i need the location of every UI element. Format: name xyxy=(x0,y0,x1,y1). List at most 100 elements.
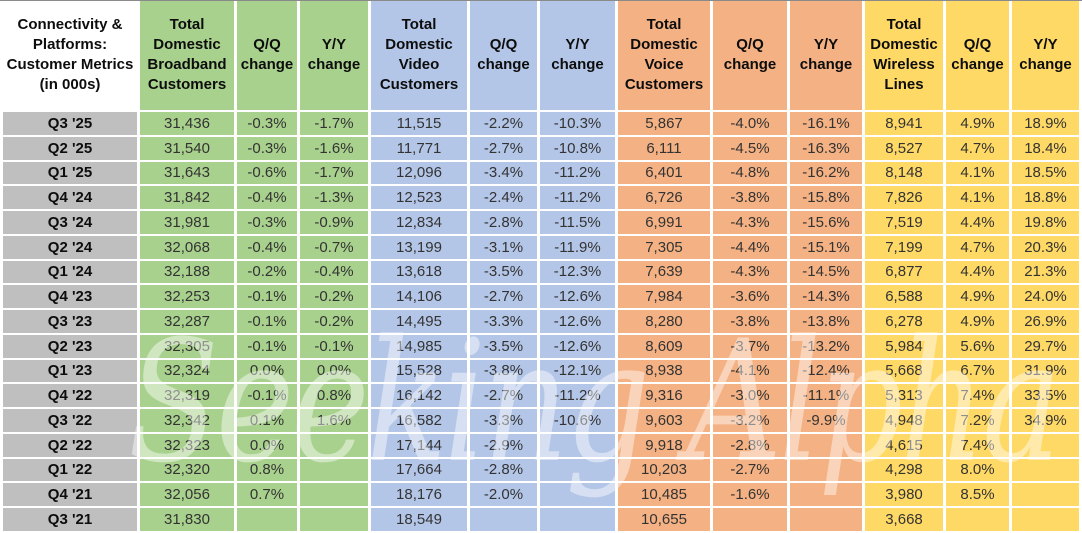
video-yy-cell: -12.1% xyxy=(540,359,618,385)
wireless-qq-cell: 4.1% xyxy=(946,186,1012,211)
voice-yy-cell: -13.2% xyxy=(790,334,865,360)
wireless-lines-cell: 7,199 xyxy=(865,235,946,261)
wireless-qq-cell: 7.2% xyxy=(946,409,1012,434)
table-row: Q3 '23 32,287 -0.1% -0.2% 14,495 -3.3% -12.6% 8… xyxy=(0,310,1082,335)
voice-qq-header: Q/Q change xyxy=(713,0,790,112)
voice-yy-cell: -11.1% xyxy=(790,384,865,409)
video-qq-cell xyxy=(470,508,540,533)
wireless-lines-cell: 6,278 xyxy=(865,310,946,335)
wireless-qq-cell: 5.6% xyxy=(946,334,1012,360)
broadband-customers-cell: 31,436 xyxy=(140,112,237,137)
broadband-qq-cell: -0.3% xyxy=(237,136,300,162)
quarter-cell: Q2 '25 xyxy=(0,136,140,162)
voice-customers-cell: 7,305 xyxy=(618,235,713,261)
broadband-customers-cell: 31,643 xyxy=(140,161,237,187)
video-customers-cell: 14,106 xyxy=(371,285,470,310)
quarter-cell: Q1 '25 xyxy=(0,161,140,187)
table-row: Q3 '25 31,436 -0.3% -1.7% 11,515 -2.2% -10.3% 5… xyxy=(0,112,1082,137)
wireless-yy-cell: 33.5% xyxy=(1012,384,1082,409)
voice-yy-cell: -16.3% xyxy=(790,136,865,162)
quarter-cell: Q2 '22 xyxy=(0,433,140,459)
video-customers-cell: 17,144 xyxy=(371,433,470,459)
voice-qq-cell: -3.8% xyxy=(713,310,790,335)
wireless-yy-cell: 34.9% xyxy=(1012,409,1082,434)
wireless-yy-cell: 21.3% xyxy=(1012,260,1082,286)
video-yy-cell: -12.6% xyxy=(540,310,618,335)
video-yy-cell: -10.6% xyxy=(540,409,618,434)
voice-customers-cell: 9,316 xyxy=(618,384,713,409)
wireless-yy-cell: 24.0% xyxy=(1012,285,1082,310)
broadband-customers-cell: 32,068 xyxy=(140,235,237,261)
table-row: Q2 '22 32,323 0.0% 17,144 -2.9% 9,918 -2.8% 4,6… xyxy=(0,433,1082,459)
broadband-qq-cell: -0.3% xyxy=(237,211,300,236)
broadband-qq-cell: -0.1% xyxy=(237,384,300,409)
voice-customers-cell: 8,280 xyxy=(618,310,713,335)
wireless-yy-cell: 18.5% xyxy=(1012,161,1082,187)
broadband-yy-cell: -0.2% xyxy=(300,310,371,335)
wireless-qq-cell: 4.7% xyxy=(946,235,1012,261)
video-customers-cell: 12,834 xyxy=(371,211,470,236)
video-qq-cell: -3.1% xyxy=(470,235,540,261)
video-qq-cell: -2.0% xyxy=(470,483,540,508)
table-row: Q3 '24 31,981 -0.3% -0.9% 12,834 -2.8% -11.5% 6… xyxy=(0,211,1082,236)
video-yy-cell: -11.2% xyxy=(540,186,618,211)
broadband-qq-cell: -0.1% xyxy=(237,285,300,310)
video-yy-cell: -12.6% xyxy=(540,285,618,310)
broadband-customers-cell: 32,253 xyxy=(140,285,237,310)
table-row: Q4 '21 32,056 0.7% 18,176 -2.0% 10,485 -1.6% 3,… xyxy=(0,483,1082,508)
video-yy-cell: -11.2% xyxy=(540,161,618,187)
wireless-qq-cell xyxy=(946,508,1012,533)
voice-yy-cell xyxy=(790,508,865,533)
broadband-yy-cell: -1.3% xyxy=(300,186,371,211)
broadband-qq-cell xyxy=(237,508,300,533)
voice-yy-header: Y/Y change xyxy=(790,0,865,112)
wireless-lines-cell: 3,980 xyxy=(865,483,946,508)
wireless-qq-cell: 8.0% xyxy=(946,458,1012,484)
video-qq-cell: -2.4% xyxy=(470,186,540,211)
broadband-yy-cell: -1.6% xyxy=(300,136,371,162)
wireless-lines-cell: 8,148 xyxy=(865,161,946,187)
video-customers-cell: 14,985 xyxy=(371,334,470,360)
voice-qq-cell: -3.7% xyxy=(713,334,790,360)
video-yy-cell xyxy=(540,433,618,459)
video-qq-cell: -2.2% xyxy=(470,112,540,137)
voice-yy-cell: -15.6% xyxy=(790,211,865,236)
table-row: Q1 '25 31,643 -0.6% -1.7% 12,096 -3.4% -11.2% 6… xyxy=(0,161,1082,187)
broadband-yy-cell: -0.4% xyxy=(300,260,371,286)
video-customers-cell: 14,495 xyxy=(371,310,470,335)
video-header: Total Domestic Video Customers xyxy=(371,0,470,112)
broadband-qq-cell: -0.1% xyxy=(237,334,300,360)
wireless-lines-cell: 5,313 xyxy=(865,384,946,409)
voice-customers-cell: 9,603 xyxy=(618,409,713,434)
wireless-lines-cell: 6,877 xyxy=(865,260,946,286)
broadband-yy-cell: 0.0% xyxy=(300,359,371,385)
video-qq-cell: -3.3% xyxy=(470,409,540,434)
voice-customers-cell: 6,111 xyxy=(618,136,713,162)
voice-yy-cell: -12.4% xyxy=(790,359,865,385)
video-yy-cell xyxy=(540,508,618,533)
video-qq-cell: -3.8% xyxy=(470,359,540,385)
voice-customers-cell: 9,918 xyxy=(618,433,713,459)
broadband-customers-cell: 32,323 xyxy=(140,433,237,459)
quarter-cell: Q1 '23 xyxy=(0,359,140,385)
video-customers-cell: 11,771 xyxy=(371,136,470,162)
voice-yy-cell: -14.3% xyxy=(790,285,865,310)
wireless-lines-cell: 5,668 xyxy=(865,359,946,385)
wireless-qq-cell: 4.7% xyxy=(946,136,1012,162)
broadband-customers-cell: 32,319 xyxy=(140,384,237,409)
broadband-yy-cell: -0.2% xyxy=(300,285,371,310)
video-qq-cell: -2.7% xyxy=(470,384,540,409)
voice-qq-cell: -4.8% xyxy=(713,161,790,187)
broadband-qq-cell: 0.1% xyxy=(237,409,300,434)
voice-qq-cell: -3.8% xyxy=(713,186,790,211)
voice-yy-cell: -15.8% xyxy=(790,186,865,211)
broadband-yy-cell: -1.7% xyxy=(300,112,371,137)
video-customers-cell: 17,664 xyxy=(371,458,470,484)
wireless-yy-cell xyxy=(1012,458,1082,484)
voice-qq-cell xyxy=(713,508,790,533)
broadband-qq-cell: 0.7% xyxy=(237,483,300,508)
video-qq-cell: -3.4% xyxy=(470,161,540,187)
quarter-cell: Q2 '23 xyxy=(0,334,140,360)
wireless-yy-cell: 26.9% xyxy=(1012,310,1082,335)
quarter-cell: Q1 '22 xyxy=(0,458,140,484)
